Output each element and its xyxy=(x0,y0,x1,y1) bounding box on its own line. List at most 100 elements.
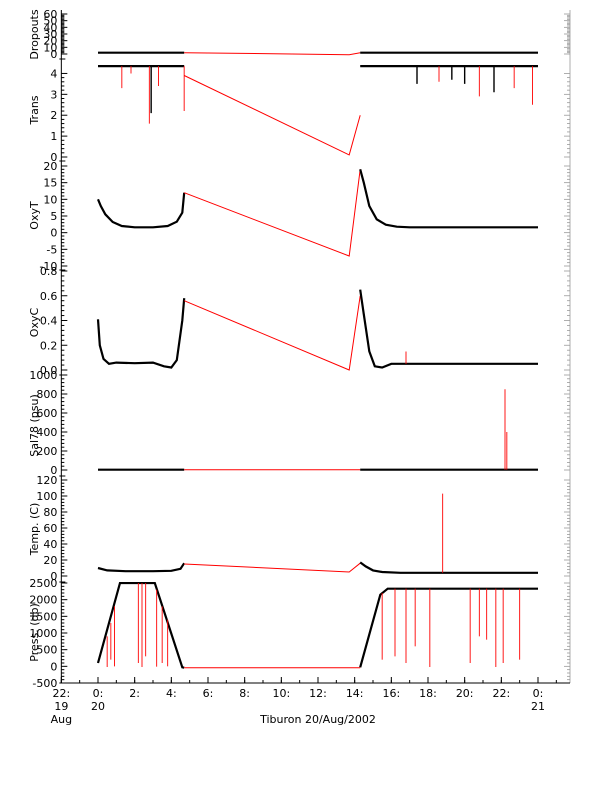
y-tick-label: 50 xyxy=(43,15,57,28)
y-axis-title: Trans xyxy=(28,95,41,125)
chart-panels: 6050403020100Dropouts43210Trans20151050-… xyxy=(28,8,571,690)
y-tick-label: 2500 xyxy=(29,577,57,590)
x-tick-label: 10: xyxy=(272,687,290,700)
y-tick-label: 30 xyxy=(43,28,57,41)
y-tick-label: 500 xyxy=(36,644,57,657)
y-tick-label: 20 xyxy=(43,35,57,48)
y-tick-label: 3 xyxy=(50,88,57,101)
y-tick-label: 0 xyxy=(50,151,57,164)
y-tick-label: 0 xyxy=(50,464,57,477)
x-axis-title: Tiburon 20/Aug/2002 xyxy=(259,713,376,726)
panel-data xyxy=(96,169,538,257)
y-tick-label: 15 xyxy=(43,177,57,190)
y-tick-label: 60 xyxy=(43,8,57,21)
y-tick-label: 20 xyxy=(43,160,57,173)
y-tick-label: -500 xyxy=(32,677,57,690)
y-tick-label: 10 xyxy=(43,41,57,54)
series-line-red xyxy=(184,169,361,257)
panel-5: 1000 800 600 400 200 0 Sal78 (psu) xyxy=(28,369,571,477)
series-line-red xyxy=(184,295,361,371)
y-axis-title: Dropouts xyxy=(28,9,41,59)
x-tick-label: 0: xyxy=(533,687,544,700)
x-tick-label: 21 xyxy=(531,700,545,713)
series-line-black xyxy=(96,298,186,369)
y-tick-label: 0 xyxy=(50,570,57,583)
y-tick-label: 0 xyxy=(50,48,57,61)
panel-data xyxy=(98,389,538,471)
series-line-black xyxy=(96,582,185,669)
x-tick-label: 22: xyxy=(492,687,510,700)
series-line-red xyxy=(183,75,361,156)
x-tick-label: 22: xyxy=(52,687,70,700)
y-tick-label: 4 xyxy=(50,67,57,80)
y-tick-label: 600 xyxy=(36,407,57,420)
y-tick-label: 400 xyxy=(36,426,57,439)
x-tick-label: 4: xyxy=(166,687,177,700)
y-tick-label: 120 xyxy=(36,474,57,487)
y-tick-label: 1000 xyxy=(29,627,57,640)
y-tick-label: 100 xyxy=(36,490,57,503)
y-axis-title: Temp. (C) xyxy=(28,503,41,557)
series-line-red xyxy=(184,52,361,56)
x-tick-label: 2: xyxy=(129,687,140,700)
panel-7: 2500 2000 1500 1000 500 0 -500 Press. (db) xyxy=(28,577,571,690)
panel-data xyxy=(96,582,538,669)
y-tick-label: 80 xyxy=(43,506,57,519)
y-tick-label: 0 xyxy=(50,660,57,673)
y-tick-label: 0 xyxy=(50,227,57,240)
series-line-black xyxy=(359,561,538,574)
y-tick-label: 1 xyxy=(50,130,57,143)
y-tick-label: 800 xyxy=(36,388,57,401)
series-line-black xyxy=(359,289,538,369)
y-tick-label: 40 xyxy=(43,538,57,551)
x-tick-label: 0: xyxy=(93,687,104,700)
panel-2: 4 3 2 1 0 Trans xyxy=(28,59,571,164)
x-tick-label: 12: xyxy=(309,687,327,700)
y-tick-label: 1000 xyxy=(29,369,57,382)
y-axis-title: Sal78 (psu) xyxy=(28,394,41,457)
x-tick-label: 6: xyxy=(203,687,214,700)
y-tick-label: 0.0 xyxy=(40,364,58,377)
y-tick-label: 0.4 xyxy=(40,315,58,328)
x-tick-label: 16: xyxy=(382,687,400,700)
y-tick-label: 0.2 xyxy=(40,339,58,352)
y-tick-label: 5 xyxy=(50,210,57,223)
series-line-black xyxy=(97,562,186,573)
x-tick-label: 20: xyxy=(456,687,474,700)
series-line-black xyxy=(96,192,186,229)
x-tick-label: 8: xyxy=(239,687,250,700)
x-tick-label: 20 xyxy=(91,700,105,713)
panel-4: 0.8 0.6 0.4 0.2 0.0 OxyC xyxy=(28,265,571,377)
y-tick-label: 2000 xyxy=(29,594,57,607)
series-line-black xyxy=(359,587,538,668)
x-tick-label: 14: xyxy=(346,687,364,700)
x-tick-label: 19 xyxy=(54,700,68,713)
y-tick-label: 1500 xyxy=(29,610,57,623)
y-tick-label: 0.8 xyxy=(40,265,58,278)
panel-data xyxy=(98,64,538,156)
panel-data xyxy=(96,289,538,371)
x-tick-label: Aug xyxy=(51,713,72,726)
y-axis-title: OxyC xyxy=(28,308,41,338)
x-tick-label: 18: xyxy=(419,687,437,700)
panel-data xyxy=(97,493,538,574)
y-axis-title: OxyT xyxy=(28,201,41,230)
y-tick-label: 0.6 xyxy=(40,290,58,303)
y-tick-label: 40 xyxy=(43,21,57,34)
y-tick-label: -10 xyxy=(39,260,57,273)
y-tick-label: 20 xyxy=(43,554,57,567)
y-tick-label: 60 xyxy=(43,522,57,535)
y-tick-label: -5 xyxy=(46,243,57,256)
y-axis-title: Press. (db) xyxy=(28,603,41,662)
y-tick-label: 200 xyxy=(36,445,57,458)
y-tick-label: 10 xyxy=(43,193,57,206)
series-line-black xyxy=(359,169,538,229)
series-line-red xyxy=(184,562,361,573)
panel-3: 20 15 10 5 0 -5 -10 OxyT xyxy=(28,160,571,273)
panel-6: 120 100 80 60 40 20 0 Temp. (C) xyxy=(28,474,571,583)
y-tick-label: 2 xyxy=(50,109,57,122)
panel-data xyxy=(98,51,538,56)
